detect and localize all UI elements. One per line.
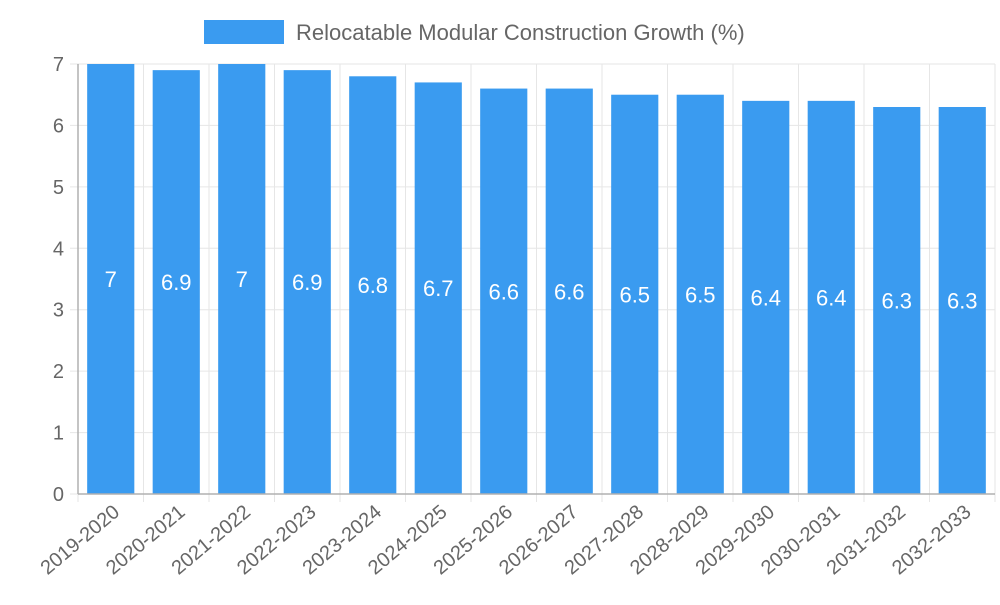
data-label-2023-2024: 6.8: [357, 273, 388, 298]
y-tick-label: 7: [53, 54, 64, 76]
data-label-2026-2027: 6.6: [554, 279, 585, 304]
data-label-2032-2033: 6.3: [947, 289, 978, 314]
y-tick-label: 3: [53, 300, 64, 322]
axes: [77, 64, 995, 495]
data-label-2021-2022: 7: [236, 267, 248, 292]
data-label-2031-2032: 6.3: [881, 289, 912, 314]
data-label-2024-2025: 6.7: [423, 276, 454, 301]
data-label-2019-2020: 7: [105, 267, 117, 292]
bars: [87, 64, 986, 495]
y-tick-label: 4: [53, 238, 64, 260]
bar-2029-2030[interactable]: [742, 100, 790, 494]
data-label-2020-2021: 6.9: [161, 270, 192, 295]
legend-swatch[interactable]: [204, 20, 284, 44]
data-label-2027-2028: 6.5: [619, 282, 650, 307]
bar-2027-2028[interactable]: [611, 94, 659, 494]
data-label-2030-2031: 6.4: [816, 285, 847, 310]
bar-2024-2025[interactable]: [414, 82, 462, 494]
bar-2020-2021[interactable]: [152, 70, 200, 495]
bar-2032-2033[interactable]: [938, 107, 986, 494]
y-tick-label: 1: [53, 423, 64, 445]
data-label-2025-2026: 6.6: [488, 279, 519, 304]
data-label-2029-2030: 6.4: [750, 285, 781, 310]
bar-2028-2029[interactable]: [676, 94, 724, 494]
bar-2022-2023[interactable]: [283, 70, 331, 495]
data-label-2022-2023: 6.9: [292, 270, 323, 295]
y-tick-label: 0: [53, 484, 64, 506]
legend[interactable]: Relocatable Modular Construction Growth …: [204, 20, 745, 45]
bar-2030-2031[interactable]: [807, 100, 855, 494]
bar-2025-2026[interactable]: [480, 88, 528, 495]
y-axis-tick-labels: 0 1 2 3 4 5 6 7: [53, 54, 64, 506]
x-axis-tick-labels: 2019-20202020-20212021-20222022-20232023…: [37, 501, 976, 579]
bar-2031-2032[interactable]: [873, 107, 921, 494]
bar-2019-2020[interactable]: [87, 64, 135, 494]
legend-label[interactable]: Relocatable Modular Construction Growth …: [296, 20, 745, 45]
y-tick-label: 6: [53, 115, 64, 137]
gridlines: [70, 63, 996, 502]
y-tick-label: 2: [53, 361, 64, 383]
bar-2023-2024[interactable]: [349, 76, 397, 495]
data-labels: 7 6.9 7 6.9 6.8 6.7 6.6 6.6 6.5 6.5 6.4 6.4 6.3 6.3: [105, 267, 978, 314]
bar-2026-2027[interactable]: [545, 88, 593, 495]
bar-2021-2022[interactable]: [218, 64, 266, 494]
y-tick-label: 5: [53, 177, 64, 199]
data-label-2028-2029: 6.5: [685, 282, 716, 307]
